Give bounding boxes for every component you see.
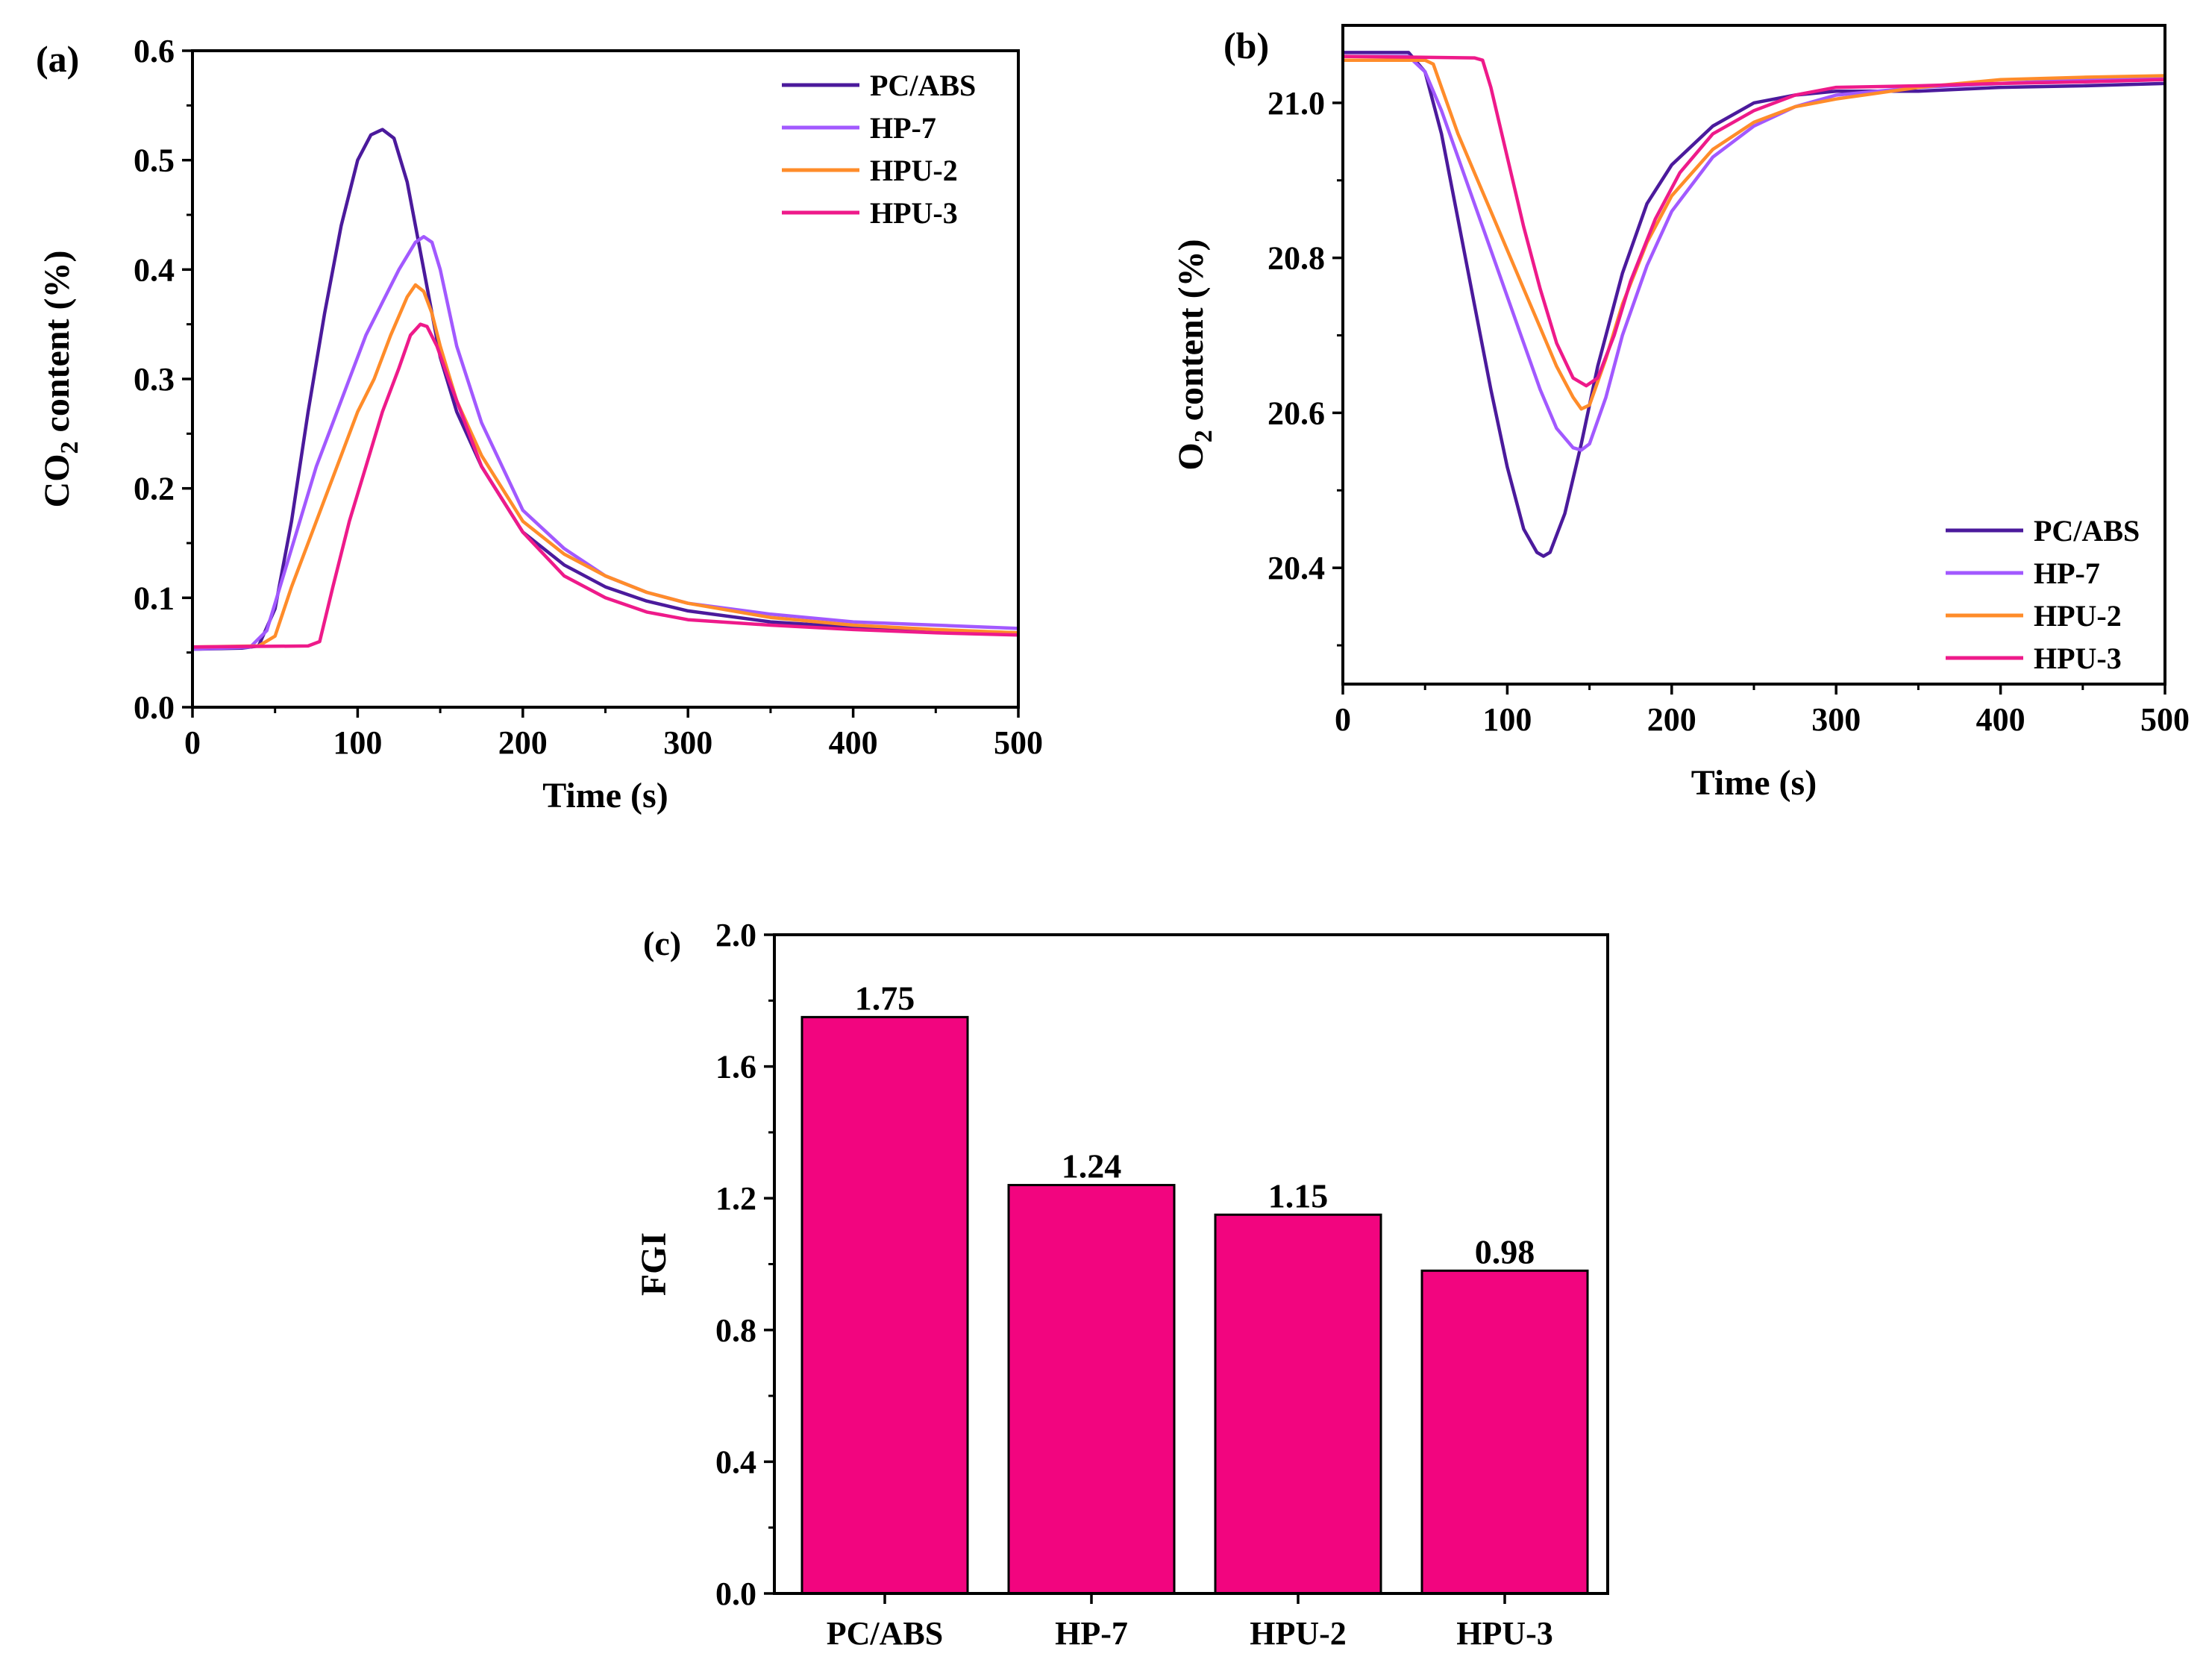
x-tick-label: 0	[1335, 701, 1351, 738]
x-tick-label: 200	[498, 724, 548, 761]
y-tick-label: 0.3	[134, 361, 175, 398]
y-tick-label: 1.2	[715, 1180, 756, 1217]
legend-label: HPU-2	[870, 154, 958, 187]
y-tick-label: 0.1	[134, 580, 175, 616]
series-line-hpu-2	[192, 283, 1018, 649]
bar-value-label: 0.98	[1475, 1232, 1535, 1270]
y-tick-label: 1.6	[715, 1049, 756, 1085]
y-axis-label: CO2 content (%)	[37, 251, 84, 508]
legend-label: PC/ABS	[870, 69, 976, 102]
y-axis-label: O2 content (%)	[1171, 239, 1218, 470]
legend-label: HP-7	[870, 111, 936, 145]
legend-label: PC/ABS	[2034, 514, 2140, 548]
y-tick-label: 21.0	[1268, 85, 1325, 122]
y-tick-label: 0.4	[715, 1444, 756, 1480]
series-line-pc-abs	[192, 128, 1018, 651]
x-tick-label: 500	[994, 724, 1043, 761]
panel-b-o2-chart: (b) 0 100 200 300 400 500 20.4 20.6 20.8 21.0 Time …	[1171, 24, 2190, 803]
legend-label: HP-7	[2034, 557, 2100, 590]
x-tick-label: 0	[184, 724, 201, 761]
series-line-pc-abs	[1343, 51, 2165, 558]
x-tick-label: HPU-2	[1250, 1615, 1347, 1652]
x-tick-label: 300	[663, 724, 712, 761]
series-line-hpu-3	[192, 322, 1018, 649]
panel-a-co2-chart: (a) 0 100 200 300 400 500 0.0 0.1 0.2 0.3 0.4 0.5 0.6…	[36, 33, 1043, 815]
x-tick-label: HP-7	[1055, 1615, 1128, 1652]
x-axis-label: Time (s)	[542, 776, 668, 815]
bar-hpu-3	[1420, 1269, 1589, 1595]
y-tick-label: 0.8	[715, 1312, 756, 1349]
x-tick-label: 100	[1482, 701, 1532, 738]
legend-label: HPU-3	[2034, 642, 2122, 675]
panel-label: (a)	[36, 38, 79, 80]
legend-label: HPU-3	[870, 196, 958, 230]
panel-label: (c)	[643, 924, 681, 962]
x-tick-label: 400	[1976, 701, 2025, 738]
bar-hp-7	[1007, 1184, 1176, 1595]
y-tick-label: 0.6	[134, 33, 175, 69]
series-line-hp-7	[1343, 54, 2165, 452]
x-tick-label: 300	[1811, 701, 1861, 738]
y-tick-label: 0.2	[134, 471, 175, 507]
y-tick-label: 0.0	[715, 1576, 756, 1612]
panel-label: (b)	[1223, 25, 1269, 66]
y-tick-label: 20.4	[1268, 550, 1325, 586]
bar-value-label: 1.24	[1062, 1147, 1122, 1185]
plot-frame	[191, 49, 1020, 709]
legend-label: HPU-2	[2034, 599, 2122, 633]
bar-value-label: 1.15	[1268, 1176, 1329, 1214]
x-tick-label: 100	[333, 724, 382, 761]
y-tick-label: 0.0	[134, 689, 175, 726]
panel-c-fgi-bar-chart: (c) 1.75 PC/ABS 1.24 HP-7 1.15 HPU-2 0.98 HPU-3 0…	[634, 917, 1609, 1652]
x-tick-label: HPU-3	[1456, 1615, 1553, 1652]
y-tick-label: 20.8	[1268, 240, 1325, 277]
x-tick-label: 200	[1647, 701, 1696, 738]
series-line-hpu-3	[1343, 54, 2165, 388]
y-tick-label: 20.6	[1268, 395, 1325, 431]
y-axis-label: FGI	[634, 1232, 674, 1296]
bar-pc-abs	[800, 1015, 969, 1595]
x-tick-label: 400	[829, 724, 878, 761]
y-tick-label: 2.0	[715, 917, 756, 953]
bar-hpu-2	[1214, 1213, 1382, 1595]
x-tick-label: PC/ABS	[827, 1615, 943, 1652]
y-tick-label: 0.4	[134, 251, 175, 288]
x-axis-label: Time (s)	[1691, 763, 1817, 803]
bar-value-label: 1.75	[855, 979, 915, 1017]
y-tick-label: 0.5	[134, 142, 175, 179]
x-tick-label: 500	[2140, 701, 2190, 738]
series-line-hpu-2	[1343, 58, 2165, 411]
